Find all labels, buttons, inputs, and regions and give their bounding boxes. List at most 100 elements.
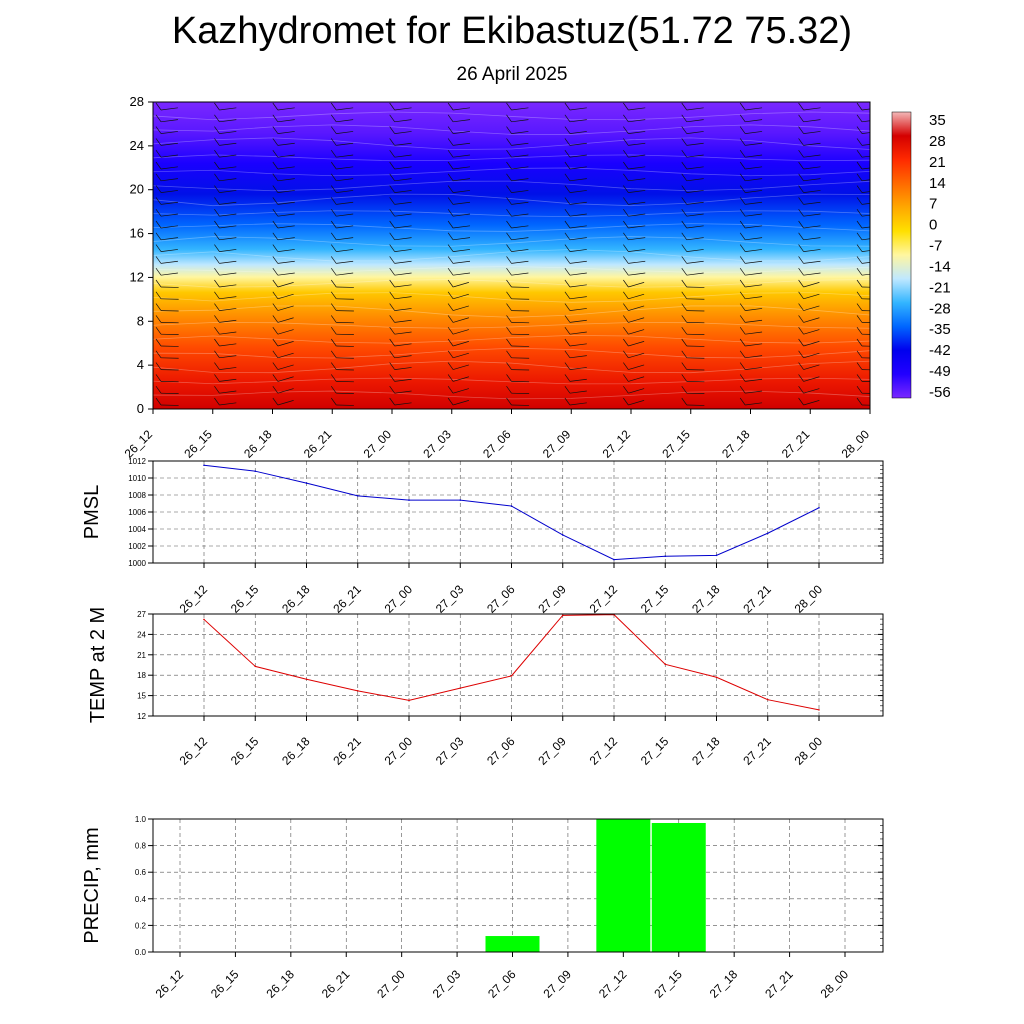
y-tick-label: 21 — [137, 651, 146, 660]
wind-barb-flag — [214, 138, 220, 146]
wind-barb-flag — [798, 362, 804, 370]
colorbar-label: 21 — [929, 154, 946, 171]
wind-barb — [745, 284, 763, 288]
wind-barb-flag — [856, 338, 863, 347]
wind-barb-flag — [798, 208, 804, 217]
wind-barb — [745, 213, 763, 217]
wind-barb — [686, 249, 704, 252]
wind-barb-flag — [798, 326, 804, 335]
wind-barb-flag — [506, 208, 512, 217]
wind-barb-flag — [330, 138, 337, 146]
wind-barb — [569, 154, 587, 158]
wind-barb-flag — [330, 397, 337, 406]
chart-title: Kazhydromet for Ekibastuz(51.72 75.32) — [171, 10, 853, 52]
wind-barb-flag — [272, 303, 279, 311]
wind-barb — [686, 201, 704, 205]
wind-barb-flag — [506, 197, 512, 205]
x-tick-label: 27_00 — [382, 734, 416, 768]
wind-barb — [803, 400, 820, 406]
heatmap-y-tick-label: 20 — [130, 182, 144, 197]
wind-barb — [511, 166, 529, 170]
contour-line — [153, 223, 870, 232]
wind-barb — [219, 378, 237, 382]
wind-barb-flag — [447, 102, 454, 111]
wind-barb-flag — [447, 279, 454, 288]
y-tick-label: 1012 — [128, 457, 146, 466]
wind-barb-flag — [681, 138, 688, 146]
wind-barb — [394, 378, 412, 382]
y-tick-label: 12 — [137, 712, 146, 721]
wind-barb-flag — [389, 173, 395, 182]
panel-y-label: TEMP at 2 M — [87, 607, 109, 723]
wind-barb-flag — [155, 338, 162, 347]
wind-barb — [160, 272, 178, 276]
wind-barb — [803, 190, 821, 193]
contour-line — [153, 124, 870, 135]
y-tick-label: 1.0 — [135, 815, 147, 824]
wind-barb — [394, 331, 412, 335]
wind-barb-flag — [623, 267, 629, 276]
wind-barb — [219, 213, 237, 217]
wind-barb-flag — [564, 338, 571, 347]
precip-panel: 0.0 0.2 0.4 0.6 0.8 1.0 26_12 26_15 26_18 26_21 27… — [81, 815, 884, 1001]
wind-barb — [745, 331, 763, 335]
wind-barb-flag — [856, 220, 863, 229]
wind-barb — [160, 201, 178, 205]
wind-barb-flag — [447, 385, 454, 394]
wind-barb-flag — [447, 185, 454, 193]
wind-barb-flag — [389, 220, 395, 229]
wind-barb — [277, 154, 295, 158]
wind-barb — [686, 166, 704, 170]
contour-line — [153, 322, 870, 329]
wind-barb-flag — [564, 114, 571, 123]
wind-barb-flag — [389, 232, 395, 241]
wind-barb-flag — [856, 315, 863, 323]
wind-barb-flag — [506, 326, 512, 335]
wind-barb — [511, 225, 529, 229]
wind-barb-flag — [272, 208, 279, 217]
wind-barb — [394, 260, 412, 264]
wind-barb-flag — [155, 102, 162, 111]
wind-barb-flag — [856, 397, 863, 406]
wind-barb — [686, 237, 704, 241]
wind-barb-flag — [447, 149, 454, 158]
wind-barb — [861, 226, 870, 229]
colorbar-label: 7 — [929, 196, 937, 213]
wind-barb-flag — [681, 220, 688, 229]
wind-barb-flag — [681, 126, 688, 134]
colorbar-label: 14 — [929, 175, 946, 192]
wind-barb-flag — [564, 208, 571, 217]
wind-barb-flag — [214, 126, 220, 134]
wind-barb-flag — [798, 385, 804, 394]
wind-barb-flag — [330, 102, 337, 111]
wind-barb-flag — [506, 350, 512, 359]
wind-barb-flag — [739, 173, 746, 182]
wind-barb — [511, 107, 529, 111]
wind-barb-flag — [272, 350, 279, 359]
wind-barb-flag — [623, 385, 629, 394]
wind-barb — [453, 142, 471, 146]
wind-barb — [745, 249, 763, 252]
wind-barb-flag — [330, 208, 337, 217]
wind-barb-flag — [389, 326, 395, 335]
wind-barb-flag — [856, 185, 863, 193]
temp-2m-point — [305, 678, 308, 681]
wind-barb — [277, 352, 294, 359]
wind-barb-flag — [564, 138, 571, 146]
wind-barb — [511, 249, 529, 252]
wind-barb-flag — [155, 232, 162, 241]
temp-2m-point — [510, 675, 513, 677]
contour-line — [153, 305, 870, 318]
wind-barb-flag — [272, 220, 279, 229]
wind-barb-flag — [272, 185, 279, 193]
wind-barb-flag — [798, 256, 804, 264]
wind-barb-flag — [798, 114, 804, 123]
wind-barb-flag — [330, 114, 337, 123]
y-tick-label: 1002 — [128, 542, 146, 551]
wind-barb — [745, 343, 763, 347]
pmsl-point — [254, 470, 257, 473]
wind-barb-flag — [506, 102, 512, 111]
wind-barb — [686, 131, 704, 134]
wind-barb-flag — [272, 385, 279, 394]
wind-barb — [628, 400, 645, 406]
